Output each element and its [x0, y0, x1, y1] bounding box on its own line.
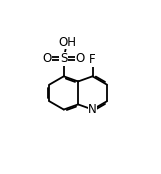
Text: O: O: [43, 52, 52, 65]
Text: F: F: [89, 53, 96, 66]
Text: O: O: [76, 52, 85, 65]
Text: N: N: [88, 103, 97, 116]
Text: OH: OH: [58, 36, 76, 49]
Text: S: S: [60, 52, 67, 65]
